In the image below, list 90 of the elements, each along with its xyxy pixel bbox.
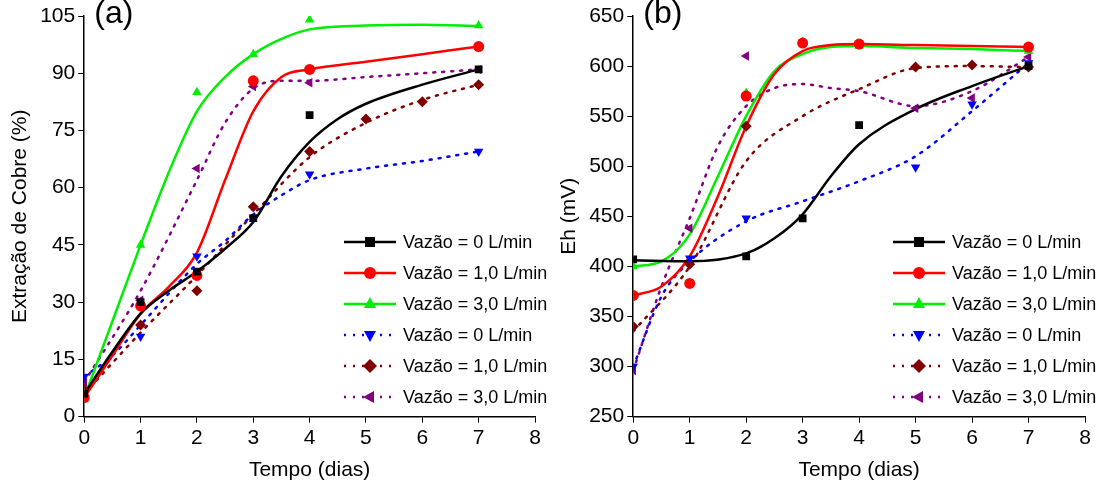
legend-label: Vazão = 3,0 L/min — [403, 293, 548, 315]
point — [304, 145, 316, 157]
point — [798, 214, 807, 223]
y-tick-label: 650 — [589, 2, 625, 26]
point — [191, 163, 200, 174]
point — [360, 113, 372, 125]
x-tick-label: 1 — [683, 425, 696, 448]
point — [740, 120, 752, 132]
point — [684, 255, 695, 264]
point — [248, 48, 259, 57]
y-tick-label: 30 — [51, 288, 76, 312]
chart-title: (b) — [643, 0, 683, 30]
x-tick-label: 6 — [966, 425, 978, 448]
point — [473, 20, 484, 29]
y-tick-label: 45 — [51, 231, 76, 255]
y-tick-label: 600 — [589, 52, 625, 76]
y-tick-label: 500 — [589, 153, 625, 177]
point — [967, 101, 977, 110]
point — [191, 285, 203, 297]
point — [966, 93, 975, 103]
x-tick-label: 5 — [360, 425, 372, 448]
y-axis-title: Extração de Cobre (%) — [7, 109, 31, 324]
y-tick-label: 350 — [589, 303, 625, 327]
legend-label: Vazão = 0 L/min — [952, 231, 1082, 253]
y-tick-label: 0 — [63, 403, 76, 427]
y-tick-label: 250 — [589, 403, 625, 427]
x-axis-title: Tempo (dias) — [248, 457, 371, 481]
point — [742, 252, 751, 261]
y-tick-label: 300 — [589, 353, 625, 377]
point — [966, 59, 978, 71]
y-tick-label: 105 — [40, 2, 76, 26]
x-tick-label: 2 — [740, 425, 753, 448]
point — [193, 267, 201, 276]
y-tick-label: 550 — [589, 102, 625, 126]
y-axis-title: Eh (mV) — [556, 177, 580, 255]
point — [684, 277, 696, 289]
point — [135, 239, 146, 248]
x-tick-label: 0 — [627, 425, 640, 448]
x-tick-label: 8 — [1079, 425, 1091, 448]
legend-label: Vazão = 3,0 L/min — [952, 386, 1097, 408]
x-tick-label: 3 — [247, 425, 260, 448]
point — [192, 253, 202, 262]
point — [910, 61, 922, 73]
point — [473, 148, 484, 157]
point — [416, 96, 428, 108]
y-tick-label: 15 — [51, 346, 76, 370]
legend-label: Vazão = 1,0 L/min — [952, 355, 1097, 377]
point — [855, 121, 864, 130]
x-tick-label: 4 — [853, 425, 866, 448]
point — [192, 86, 202, 96]
legend-label: Vazão = 0 L/min — [403, 324, 533, 346]
legend-label: Vazão = 0 L/min — [952, 324, 1082, 346]
legend-label: Vazão = 1,0 L/min — [952, 262, 1097, 284]
x-tick-label: 0 — [78, 425, 91, 448]
y-tick-label: 60 — [51, 174, 76, 198]
point — [247, 75, 259, 87]
point — [910, 103, 919, 113]
point — [473, 41, 485, 53]
point — [473, 79, 485, 91]
point — [135, 319, 147, 331]
x-tick-label: 5 — [909, 425, 922, 448]
x-tick-label: 8 — [529, 425, 541, 448]
y-tick-label: 450 — [589, 203, 625, 227]
point — [740, 90, 752, 102]
point — [797, 37, 809, 49]
x-axis-title: Tempo (dias) — [798, 457, 920, 481]
point — [304, 171, 315, 180]
legend-label: Vazão = 3,0 L/min — [952, 293, 1097, 315]
point — [304, 63, 316, 75]
x-tick-label: 3 — [796, 425, 809, 448]
point — [1023, 41, 1035, 53]
x-tick-label: 2 — [191, 425, 203, 448]
y-tick-label: 400 — [589, 253, 625, 277]
point — [304, 78, 313, 88]
point — [247, 201, 259, 213]
x-tick-label: 7 — [1022, 425, 1035, 448]
point — [910, 164, 921, 173]
x-tick-label: 7 — [472, 425, 485, 448]
chart-title: (a) — [94, 0, 134, 30]
x-tick-label: 4 — [303, 425, 316, 448]
x-tick-label: 6 — [416, 425, 429, 448]
y-tick-label: 90 — [51, 60, 76, 84]
legend-label: Vazão = 0 L/min — [403, 231, 533, 253]
point — [135, 333, 146, 342]
legend-label: Vazão = 1,0 L/min — [403, 262, 548, 284]
x-tick-label: 1 — [134, 425, 147, 448]
legend-label: Vazão = 3,0 L/min — [403, 386, 548, 408]
point — [305, 111, 314, 120]
legend-label: Vazão = 1,0 L/min — [403, 355, 548, 377]
y-tick-label: 75 — [51, 117, 76, 141]
